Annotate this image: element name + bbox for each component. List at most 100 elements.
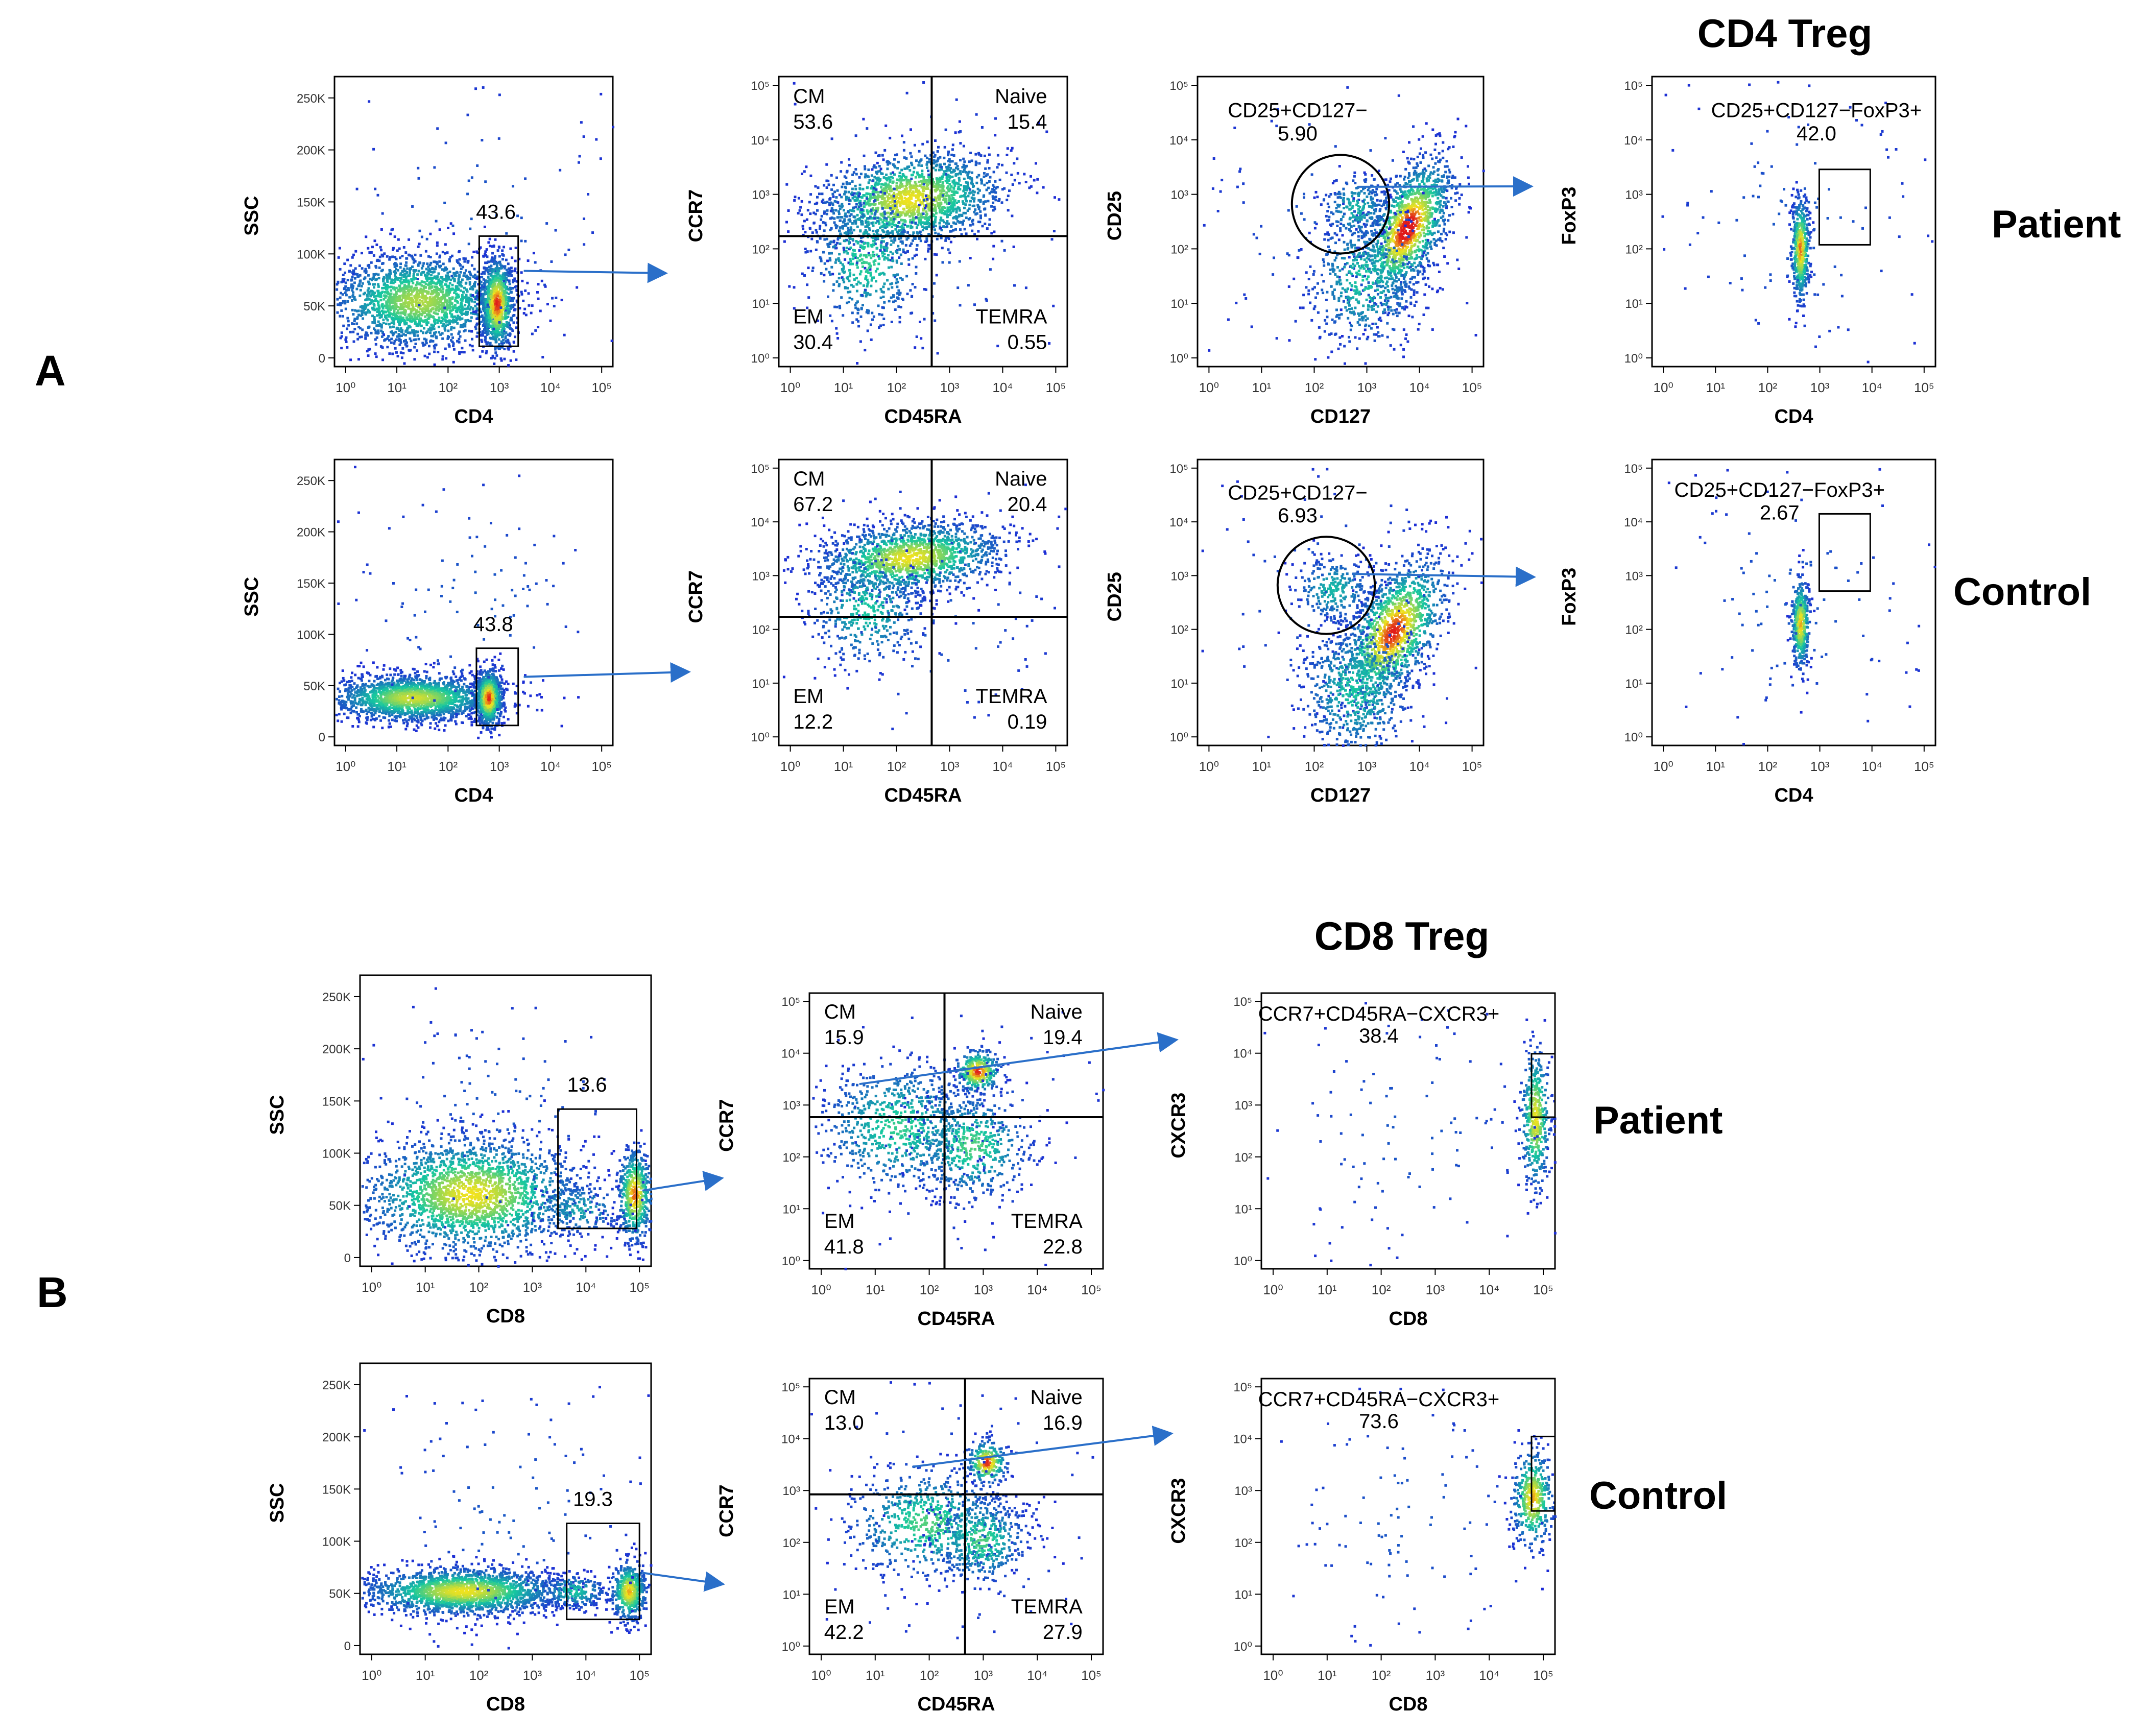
event-dot: [400, 334, 403, 337]
event-dot: [486, 248, 488, 251]
event-dot: [829, 217, 832, 220]
event-dot: [826, 201, 828, 203]
event-dot: [412, 282, 414, 284]
event-dot: [475, 335, 478, 338]
event-dot: [460, 309, 462, 311]
event-dot: [833, 190, 836, 193]
event-dot: [389, 270, 392, 272]
event-dot: [450, 333, 453, 336]
event-dot: [935, 212, 938, 214]
event-dot: [461, 324, 463, 327]
event-dot: [908, 202, 911, 205]
event-dot: [524, 177, 527, 180]
event-dot: [422, 307, 425, 310]
event-dot: [340, 347, 343, 349]
event-dot: [339, 247, 341, 250]
event-dot: [862, 266, 864, 268]
event-dot: [875, 280, 877, 282]
event-dot: [848, 182, 851, 185]
event-dot: [521, 280, 523, 282]
event-dot: [353, 281, 356, 284]
event-dot: [467, 276, 469, 278]
event-dot: [512, 185, 514, 187]
event-dot: [404, 274, 406, 277]
event-dot: [950, 154, 953, 156]
event-dot: [402, 352, 404, 354]
event-dot: [367, 281, 370, 283]
event-dot: [821, 192, 824, 195]
event-dot: [848, 237, 851, 239]
event-dot: [935, 169, 937, 172]
event-dot: [881, 314, 883, 316]
event-dot: [917, 224, 919, 226]
event-dot: [513, 304, 516, 306]
event-dot: [431, 290, 434, 293]
event-dot: [421, 342, 424, 344]
event-dot: [494, 311, 496, 314]
event-dot: [845, 191, 847, 194]
event-dot: [418, 304, 420, 306]
event-dot: [471, 294, 474, 297]
event-dot: [424, 290, 427, 293]
event-dot: [915, 176, 917, 179]
event-dot: [878, 257, 880, 260]
event-dot: [352, 323, 355, 325]
event-dot: [986, 188, 988, 191]
event-dot: [436, 252, 438, 255]
event-dot: [428, 317, 430, 320]
event-dot: [397, 306, 399, 308]
event-dot: [508, 348, 510, 351]
event-dot: [932, 185, 935, 188]
event-dot: [370, 251, 373, 254]
event-dot: [458, 250, 461, 253]
event-dot: [402, 317, 404, 319]
event-dot: [476, 323, 479, 325]
event-dot: [523, 308, 526, 310]
event-dot: [882, 158, 885, 161]
event-dot: [961, 166, 964, 168]
event-dot: [454, 275, 457, 277]
event-dot: [336, 288, 338, 291]
event-dot: [446, 337, 449, 340]
event-dot: [905, 275, 908, 277]
event-dot: [897, 245, 899, 248]
event-dot: [445, 275, 447, 277]
event-dot: [492, 316, 495, 318]
event-dot: [971, 159, 973, 162]
event-dot: [907, 179, 910, 181]
event-dot: [986, 227, 989, 230]
event-dot: [365, 235, 367, 238]
event-dot: [384, 316, 387, 318]
event-dot: [416, 349, 418, 352]
event-dot: [871, 312, 873, 315]
event-dot: [886, 217, 888, 220]
event-dot: [415, 284, 417, 286]
event-dot: [448, 300, 451, 303]
event-dot: [875, 171, 877, 174]
event-dot: [423, 327, 425, 330]
event-dot: [394, 347, 397, 350]
event-dot: [514, 270, 516, 272]
event-dot: [441, 337, 444, 340]
event-dot: [401, 287, 404, 290]
event-dot: [442, 287, 444, 290]
event-dot: [870, 285, 872, 287]
event-dot: [841, 186, 843, 188]
event-dot: [863, 284, 865, 287]
event-dot: [799, 209, 801, 212]
event-dot: [365, 268, 367, 271]
event-dot: [917, 217, 920, 220]
event-dot: [501, 249, 504, 252]
event-dot: [1025, 181, 1027, 183]
event-dot: [435, 220, 438, 223]
event-dot: [925, 204, 927, 207]
event-dot: [367, 290, 369, 292]
event-dot: [380, 249, 382, 251]
event-dot: [962, 158, 965, 160]
event-dot: [1001, 201, 1003, 204]
event-dot: [936, 274, 938, 276]
event-dot: [486, 280, 489, 282]
event-dot: [893, 195, 895, 198]
event-dot: [358, 264, 361, 267]
event-dot: [368, 310, 370, 312]
